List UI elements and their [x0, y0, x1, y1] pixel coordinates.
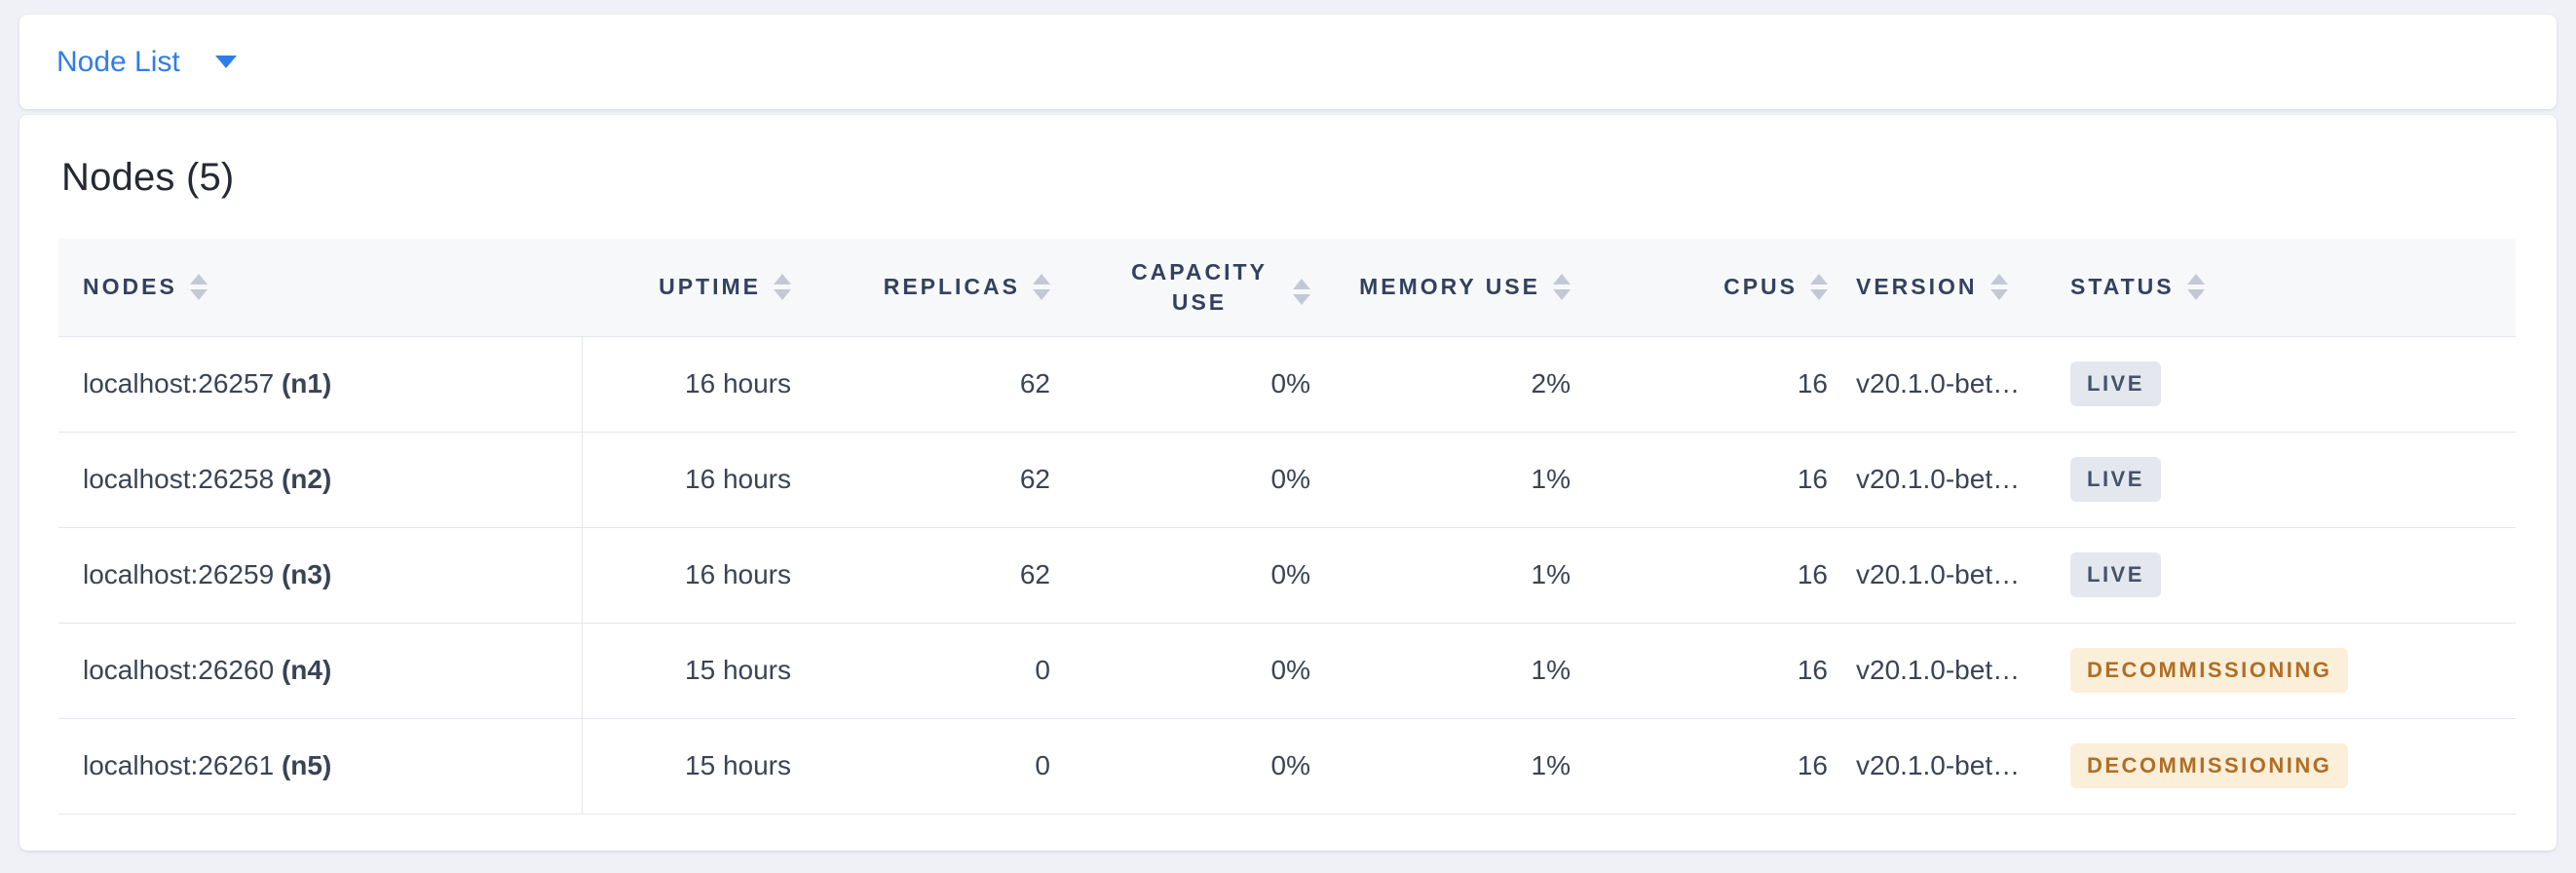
capacity_use-cell: 0%: [1085, 623, 1345, 719]
uptime-cell: 15 hours: [582, 718, 826, 815]
version-cell: v20.1.0-bet…: [1856, 432, 2070, 528]
sort-icon[interactable]: [189, 274, 208, 301]
capacity_use-cell: 0%: [1085, 718, 1345, 815]
sort-icon[interactable]: [1810, 274, 1828, 301]
node-name-cell[interactable]: localhost:26259 (n3): [58, 527, 583, 624]
sort-icon[interactable]: [1989, 274, 2008, 301]
column-label-capacity_use: CAPACITY USE: [1131, 258, 1268, 315]
column-label-status: STATUS: [2070, 274, 2175, 300]
cpus-cell: 16: [1606, 623, 1856, 719]
nodes-panel: Nodes (5) NODES UPTIME REPLICAS CAPACITY US…: [19, 115, 2557, 851]
column-label-nodes: NODES: [83, 274, 177, 300]
column-header-version[interactable]: VERSION: [1856, 239, 2070, 337]
memory_use-cell: 1%: [1345, 432, 1606, 528]
column-header-capacity_use[interactable]: CAPACITY USE: [1085, 239, 1345, 337]
column-header-replicas[interactable]: REPLICAS: [826, 239, 1085, 337]
node-id: (n3): [281, 559, 332, 589]
node-id: (n5): [281, 750, 332, 780]
column-header-cpus[interactable]: CPUS: [1606, 239, 1856, 337]
chevron-down-icon[interactable]: [214, 56, 237, 68]
cpus-cell: 16: [1606, 527, 1856, 624]
uptime-cell: 16 hours: [582, 432, 826, 528]
capacity_use-cell: 0%: [1085, 527, 1345, 624]
sort-icon[interactable]: [2186, 274, 2205, 301]
node-name-cell[interactable]: localhost:26257 (n1): [58, 336, 583, 433]
column-label-version: VERSION: [1856, 274, 1978, 300]
node-address-link[interactable]: localhost:26257: [83, 368, 275, 399]
node-name-cell[interactable]: localhost:26261 (n5): [58, 718, 583, 815]
status-cell: DECOMMISSIONING: [2070, 718, 2516, 815]
memory_use-cell: 1%: [1345, 718, 1606, 815]
column-label-uptime: UPTIME: [659, 274, 761, 300]
node-name-cell[interactable]: localhost:26260 (n4): [58, 623, 583, 719]
status-cell: LIVE: [2070, 527, 2516, 624]
node-id: (n1): [281, 368, 332, 399]
status-badge: LIVE: [2070, 361, 2161, 406]
node-id: (n4): [281, 655, 332, 685]
view-selector-dropdown[interactable]: Node List: [19, 15, 2557, 109]
capacity_use-cell: 0%: [1085, 336, 1345, 433]
table-row[interactable]: localhost:26261 (n5) 15 hours 0 0% 1% 16 v20.1…: [58, 718, 2516, 815]
status-cell: DECOMMISSIONING: [2070, 623, 2516, 719]
status-badge: DECOMMISSIONING: [2070, 743, 2349, 788]
memory_use-cell: 1%: [1345, 527, 1606, 624]
node-name-cell[interactable]: localhost:26258 (n2): [58, 432, 583, 528]
cpus-cell: 16: [1606, 336, 1856, 433]
uptime-cell: 15 hours: [582, 623, 826, 719]
table-row[interactable]: localhost:26260 (n4) 15 hours 0 0% 1% 16 v20.1…: [58, 623, 2516, 719]
status-cell: LIVE: [2070, 432, 2516, 528]
table-row[interactable]: localhost:26259 (n3) 16 hours 62 0% 1% 16 v20.…: [58, 527, 2516, 624]
memory_use-cell: 2%: [1345, 336, 1606, 433]
column-header-nodes[interactable]: NODES: [58, 239, 582, 337]
version-cell: v20.1.0-bet…: [1856, 527, 2070, 624]
node-id: (n2): [281, 464, 332, 494]
status-badge: DECOMMISSIONING: [2070, 648, 2349, 693]
version-cell: v20.1.0-bet…: [1856, 718, 2070, 815]
uptime-cell: 16 hours: [582, 336, 826, 433]
page: Node List Nodes (5) NODES UPTIME REPLICAS C…: [19, 15, 2557, 851]
replicas-cell: 0: [826, 718, 1085, 815]
column-label-replicas: REPLICAS: [883, 274, 1020, 300]
column-label-memory_use: MEMORY USE: [1359, 274, 1540, 300]
memory_use-cell: 1%: [1345, 623, 1606, 719]
column-header-memory_use[interactable]: MEMORY USE: [1345, 239, 1606, 337]
view-selector-label[interactable]: Node List: [57, 45, 180, 78]
status-badge: LIVE: [2070, 457, 2161, 502]
sort-icon[interactable]: [774, 274, 791, 301]
table-body: localhost:26257 (n1) 16 hours 62 0% 2% 16 v20.…: [58, 336, 2516, 815]
node-address-link[interactable]: localhost:26258: [83, 464, 275, 494]
replicas-cell: 62: [826, 336, 1085, 433]
column-label-cpus: CPUS: [1724, 274, 1798, 300]
node-address-link[interactable]: localhost:26259: [83, 559, 275, 589]
replicas-cell: 0: [826, 623, 1085, 719]
version-cell: v20.1.0-bet…: [1856, 623, 2070, 719]
node-list-table: NODES UPTIME REPLICAS CAPACITY USE MEMORY US…: [58, 239, 2516, 815]
table-row[interactable]: localhost:26257 (n1) 16 hours 62 0% 2% 16 v20.…: [58, 336, 2516, 433]
replicas-cell: 62: [826, 432, 1085, 528]
status-cell: LIVE: [2070, 336, 2516, 433]
column-header-status[interactable]: STATUS: [2070, 239, 2516, 337]
capacity_use-cell: 0%: [1085, 432, 1345, 528]
sort-icon[interactable]: [1553, 274, 1571, 301]
table-row[interactable]: localhost:26258 (n2) 16 hours 62 0% 1% 16 v20.…: [58, 432, 2516, 528]
version-cell: v20.1.0-bet…: [1856, 336, 2070, 433]
cpus-cell: 16: [1606, 432, 1856, 528]
column-header-uptime[interactable]: UPTIME: [582, 239, 826, 337]
sort-icon[interactable]: [1033, 274, 1050, 301]
table-header-row: NODES UPTIME REPLICAS CAPACITY USE MEMORY US…: [58, 239, 2516, 337]
cpus-cell: 16: [1606, 718, 1856, 815]
node-address-link[interactable]: localhost:26261: [83, 750, 275, 780]
panel-title: Nodes (5): [61, 156, 235, 199]
sort-icon[interactable]: [1293, 278, 1310, 305]
uptime-cell: 16 hours: [582, 527, 826, 624]
replicas-cell: 62: [826, 527, 1085, 624]
node-address-link[interactable]: localhost:26260: [83, 655, 275, 685]
status-badge: LIVE: [2070, 552, 2161, 597]
